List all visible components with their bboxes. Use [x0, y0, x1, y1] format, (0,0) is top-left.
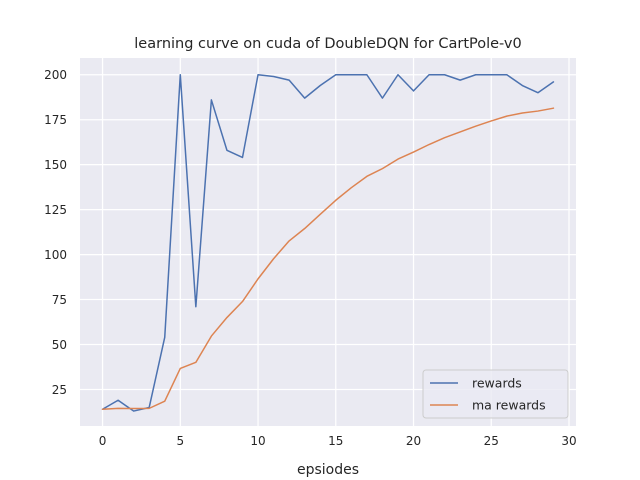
y-tick-label: 25 [52, 383, 67, 397]
y-tick-label: 50 [52, 338, 67, 352]
x-tick-label: 5 [176, 434, 184, 448]
legend-box [422, 369, 569, 419]
x-tick-label: 25 [484, 434, 499, 448]
x-axis-label: epsiodes [297, 462, 359, 478]
y-tick-label: 200 [44, 68, 67, 82]
tick-labels: 0 5 10 15 20 25 30 25 50 75 100 125 150 175 200 [44, 68, 577, 448]
x-tick-label: 0 [99, 434, 107, 448]
y-tick-label: 100 [44, 248, 67, 262]
y-tick-label: 150 [44, 158, 67, 172]
legend-label-ma-rewards: ma rewards [472, 398, 546, 413]
legend-label-rewards: rewards [472, 376, 522, 391]
legend: rewards ma rewards [422, 369, 569, 419]
y-tick-label: 75 [52, 293, 67, 307]
x-tick-label: 10 [250, 434, 265, 448]
y-tick-label: 175 [44, 113, 67, 127]
series-lines [101, 73, 555, 412]
series-line-ma-rewards [101, 107, 555, 411]
x-tick-label: 30 [561, 434, 576, 448]
x-tick-label: 15 [328, 434, 343, 448]
series-line-rewards [101, 73, 555, 412]
chart-title: learning curve on cuda of DoubleDQN for … [134, 36, 521, 52]
x-tick-label: 20 [406, 434, 421, 448]
y-tick-label: 125 [44, 203, 67, 217]
